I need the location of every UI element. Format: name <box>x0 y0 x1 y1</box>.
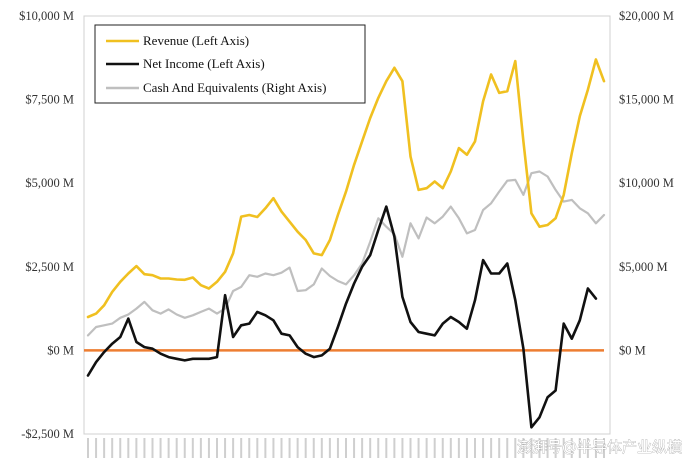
x-tick-mark <box>361 438 364 458</box>
x-tick-mark <box>95 438 98 458</box>
left-tick-label: -$2,500 M <box>21 427 74 441</box>
x-tick-mark <box>240 438 243 458</box>
x-tick-mark <box>87 438 89 458</box>
x-tick-mark <box>320 438 323 458</box>
x-tick-mark <box>304 438 307 458</box>
x-tick-mark <box>457 438 460 458</box>
series-line-net-income <box>86 205 598 429</box>
x-tick-mark <box>465 438 468 458</box>
x-tick-mark <box>594 438 597 458</box>
x-tick-mark <box>530 438 533 458</box>
x-tick-mark <box>353 438 356 458</box>
x-tick-mark <box>151 438 154 458</box>
x-tick-mark <box>578 438 581 458</box>
x-tick-mark <box>441 438 444 458</box>
left-tick-label: $0 M <box>47 343 74 357</box>
x-tick-mark <box>336 438 339 458</box>
x-tick-mark <box>603 438 605 458</box>
series-line-cash <box>86 170 606 337</box>
legend-label-net-income: Net Income (Left Axis) <box>143 56 265 71</box>
left-tick-label: $5,000 M <box>25 176 74 190</box>
x-tick-mark <box>199 438 202 458</box>
series-line-revenue <box>86 58 606 319</box>
x-tick-mark <box>506 438 509 458</box>
x-tick-mark <box>191 438 194 458</box>
right-tick-label: $0 M <box>619 343 646 357</box>
x-tick-mark <box>345 438 347 458</box>
x-tick-mark <box>586 438 589 458</box>
watermark: 澎湃号@半导体产业纵横 <box>517 438 682 456</box>
left-tick-label: $7,500 M <box>25 93 74 107</box>
x-tick-mark <box>449 438 452 458</box>
x-tick-mark <box>127 438 130 458</box>
legend: Revenue (Left Axis) Net Income (Left Axi… <box>94 24 366 104</box>
series-layer <box>86 58 606 429</box>
x-tick-mark <box>328 438 331 458</box>
legend-label-cash: Cash And Equivalents (Right Axis) <box>143 80 326 95</box>
x-tick-mark <box>514 438 517 458</box>
x-tick-mark <box>522 438 525 458</box>
x-tick-mark <box>417 438 420 458</box>
x-tick-mark <box>159 438 162 458</box>
x-tick-mark <box>490 438 493 458</box>
legend-label-revenue: Revenue (Left Axis) <box>143 33 249 48</box>
x-tick-mark <box>393 438 396 458</box>
x-tick-mark <box>207 438 210 458</box>
x-tick-mark <box>264 438 267 458</box>
x-tick-mark <box>288 438 291 458</box>
x-tick-mark <box>183 438 186 458</box>
x-tick-mark <box>312 438 315 458</box>
x-tick-mark <box>119 438 122 458</box>
x-tick-mark <box>175 438 178 458</box>
x-tick-mark <box>570 438 573 458</box>
left-axis-ticks: $10,000 M $7,500 M $5,000 M $2,500 M $0 M -$2… <box>19 9 74 441</box>
x-tick-mark <box>224 438 227 458</box>
x-tick-mark <box>401 438 404 458</box>
x-tick-mark <box>474 438 476 458</box>
x-tick-mark <box>409 438 412 458</box>
x-axis-ticks <box>87 438 605 458</box>
x-tick-mark <box>272 438 275 458</box>
x-tick-mark <box>385 438 388 458</box>
right-tick-label: $10,000 M <box>619 176 674 190</box>
x-tick-mark <box>216 438 218 458</box>
x-tick-mark <box>232 438 235 458</box>
legend-box <box>94 24 366 104</box>
x-tick-mark <box>256 438 259 458</box>
x-tick-mark <box>482 438 485 458</box>
right-axis-ticks: $20,000 M $15,000 M $10,000 M $5,000 M $0 M <box>619 9 674 357</box>
right-tick-label: $5,000 M <box>619 260 668 274</box>
left-tick-label: $10,000 M <box>19 9 74 23</box>
x-tick-mark <box>248 438 251 458</box>
right-tick-label: $15,000 M <box>619 93 674 107</box>
x-tick-mark <box>280 438 283 458</box>
plot-frame <box>83 15 611 435</box>
x-tick-mark <box>369 438 372 458</box>
x-tick-mark <box>538 438 541 458</box>
right-tick-label: $20,000 M <box>619 9 674 23</box>
x-tick-mark <box>167 438 170 458</box>
x-tick-mark <box>498 438 501 458</box>
x-tick-mark <box>562 438 565 458</box>
x-tick-mark <box>111 438 114 458</box>
x-tick-mark <box>143 438 146 458</box>
x-tick-mark <box>554 438 557 458</box>
x-tick-mark <box>377 438 380 458</box>
x-tick-mark <box>296 438 299 458</box>
x-tick-mark <box>546 438 549 458</box>
x-tick-mark <box>103 438 106 458</box>
left-tick-label: $2,500 M <box>25 260 74 274</box>
x-tick-mark <box>433 438 436 458</box>
x-tick-mark <box>425 438 428 458</box>
x-tick-mark <box>135 438 138 458</box>
